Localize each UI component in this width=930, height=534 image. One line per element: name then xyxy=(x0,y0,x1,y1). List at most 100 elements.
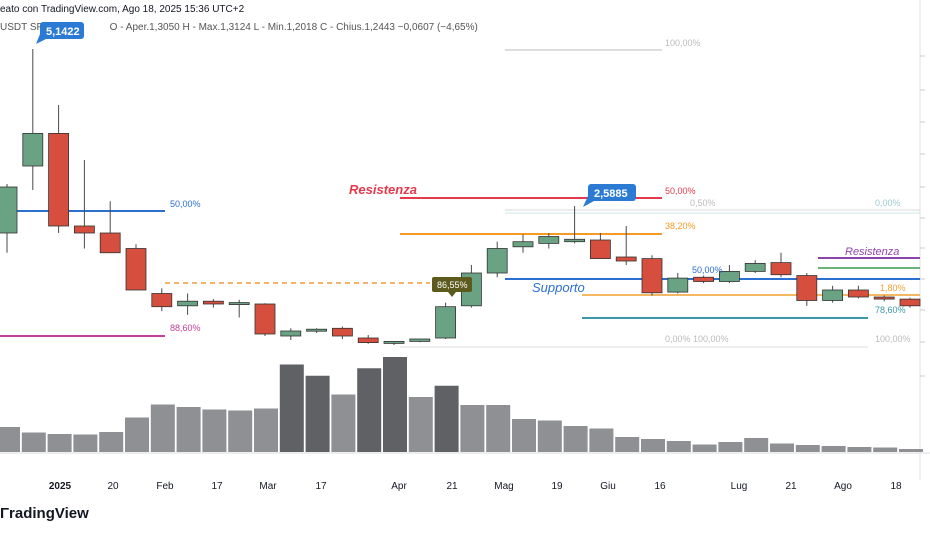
time-axis-label: Ago xyxy=(834,481,852,492)
time-axis-label: Lug xyxy=(731,481,748,492)
volume-bar xyxy=(718,442,743,452)
volume-bar xyxy=(537,420,562,452)
time-axis-label: 2025 xyxy=(49,481,72,492)
volume-bar xyxy=(770,443,794,452)
volume-bar xyxy=(666,441,691,452)
time-axis-label: Feb xyxy=(156,481,174,492)
volume-bar xyxy=(460,405,485,452)
fib-right-786-label: 78,60% xyxy=(875,305,906,315)
tradingview-logo: ΓradingView xyxy=(0,505,89,522)
candle-body-bear xyxy=(693,276,714,282)
header-symbol-line: USDT SPOT O - Aper.1,3050 H - Max.1,3124… xyxy=(0,22,478,33)
local-high-badge-text: 2,5885 xyxy=(594,188,628,200)
candle-body-bear xyxy=(99,232,121,254)
candle-body-bear xyxy=(615,256,637,262)
volume-bar xyxy=(795,445,820,452)
volume-bar xyxy=(692,444,717,452)
volume-bar xyxy=(434,385,459,452)
candle-body-bear xyxy=(254,303,276,335)
resistenza-2-label: Resistenza xyxy=(845,246,899,258)
fib-right-50-label: 50,00% xyxy=(692,265,723,275)
candle-body-bull xyxy=(667,277,689,293)
time-axis-label: Giu xyxy=(600,481,616,492)
header-created-line: eato con TradingView.com, Ago 18, 2025 1… xyxy=(0,4,245,15)
volume-bar xyxy=(176,407,201,452)
volume-bar xyxy=(873,447,898,452)
fib-percent-badge-text: 86,55% xyxy=(437,280,468,290)
ohlc-values: O - Aper.1,3050 H - Max.1,3124 L - Min.1… xyxy=(109,22,478,33)
volume-bar xyxy=(99,432,124,452)
candle-body-bear xyxy=(873,296,895,300)
fib-mid-0-label: 0,50% xyxy=(690,198,716,208)
volume-bar xyxy=(615,437,640,452)
candle-body-bear xyxy=(770,262,792,276)
volume-bar xyxy=(486,405,511,452)
candle-body-bull xyxy=(538,236,560,244)
fib-mid-50-label: 50,00% xyxy=(665,186,696,196)
volume-bar xyxy=(125,417,149,452)
fib-right-100-label: 100,00% xyxy=(875,334,911,344)
volume-bar xyxy=(0,427,20,452)
volume-bar xyxy=(305,375,330,452)
volume-bar xyxy=(641,439,665,452)
volume-bar xyxy=(202,409,227,452)
volume-bar xyxy=(357,368,382,452)
candle-body-bear xyxy=(357,337,379,343)
time-axis-label: Mag xyxy=(494,481,513,492)
candle-body-bull xyxy=(435,306,457,339)
candle-body-bear xyxy=(151,293,173,308)
time-axis-label: Apr xyxy=(391,481,407,492)
candle-body-bull xyxy=(486,248,508,274)
time-axis[interactable]: 2025 20 Feb 17 Mar 17 Apr 21 Mag 19 Giu 16 Lug 21 Ago 1… xyxy=(49,481,902,492)
time-axis-label: 20 xyxy=(107,481,119,492)
time-axis-label: 17 xyxy=(211,481,223,492)
candle-body-bull xyxy=(409,338,431,342)
candle-body-bear xyxy=(796,275,818,301)
time-axis-label: 18 xyxy=(890,481,902,492)
volume-bar xyxy=(563,426,588,452)
candle-body-bear xyxy=(125,248,147,291)
volume-bar xyxy=(150,404,175,452)
volume-bar xyxy=(744,438,769,452)
candle-body-bear xyxy=(74,225,95,234)
fib-levels xyxy=(0,49,920,348)
volume-bars xyxy=(0,357,923,452)
time-axis-label: 19 xyxy=(551,481,563,492)
volume-bar xyxy=(331,394,356,452)
fib-mid-100-label: 100,00% xyxy=(665,38,701,48)
symbol-name[interactable]: USDT SPOT xyxy=(0,22,57,33)
candle-body-bull xyxy=(719,270,740,282)
fib-left-50-label: 50,00% xyxy=(170,199,201,209)
local-high-badge[interactable]: 2,5885 xyxy=(583,184,636,207)
candle-body-bull xyxy=(280,330,302,337)
candle-body-bull xyxy=(383,340,405,344)
fib-percent-badge[interactable]: 86,55% xyxy=(432,277,472,297)
volume-bar xyxy=(821,446,846,452)
supporto-label: Supporto xyxy=(532,280,585,295)
candle-body-bull xyxy=(0,186,18,234)
fib-left-886-label: 88,60% xyxy=(170,323,201,333)
candle-body-bull xyxy=(22,132,44,167)
fib-right-0-label: 0,00% xyxy=(875,198,901,208)
candle-body-bear xyxy=(202,300,224,305)
time-axis-label: 21 xyxy=(785,481,797,492)
volume-bar xyxy=(279,364,304,452)
candle-body-bull xyxy=(306,328,328,332)
volume-bar xyxy=(21,432,46,452)
ath-badge-text: 5,1422 xyxy=(46,26,80,38)
ath-badge[interactable]: 5,1422 xyxy=(36,22,84,44)
volume-bar xyxy=(254,408,278,452)
candle-body-bull xyxy=(512,241,534,248)
volume-bar xyxy=(383,357,407,452)
time-axis-label: 16 xyxy=(654,481,666,492)
fib-mid-38-label: 38,20% xyxy=(665,221,696,231)
candle-body-bull xyxy=(177,300,199,307)
volume-bar xyxy=(47,434,72,452)
volume-bar xyxy=(73,434,98,452)
candle-body-bull xyxy=(744,262,766,272)
candle-body-bear xyxy=(641,258,663,294)
fib-right-180-label: 1,80% xyxy=(880,283,906,293)
candle-body-bull xyxy=(564,238,585,243)
candle-body-bear xyxy=(848,289,869,298)
